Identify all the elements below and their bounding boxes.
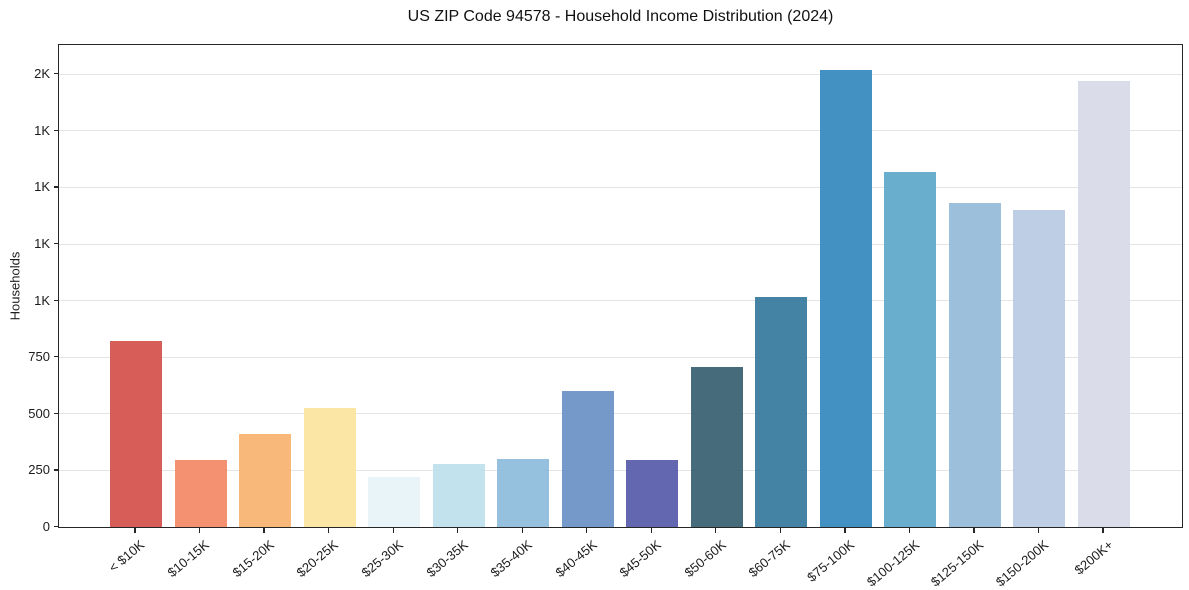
y-tick-mark: [54, 356, 58, 358]
bar: [948, 203, 1001, 527]
x-tick-label: $50-60K: [681, 537, 729, 581]
y-tick-label: 250: [28, 462, 50, 478]
x-tick-label: $200K+: [1071, 537, 1116, 578]
x-tick-mark: [973, 528, 975, 533]
x-tick-mark: [844, 528, 846, 533]
bar: [1078, 81, 1130, 527]
x-tick-mark: [134, 528, 136, 533]
x-tick-mark: [715, 528, 717, 533]
x-tick-mark: [908, 528, 911, 533]
y-tick-label: 1K: [34, 179, 50, 195]
x-tick-mark: [263, 528, 265, 533]
x-tick-label: $30-35K: [423, 537, 471, 581]
gridline: [59, 186, 1182, 188]
y-tick-mark: [54, 73, 58, 75]
bar: [432, 463, 485, 527]
bar: [1013, 210, 1066, 527]
gridline: [59, 73, 1182, 75]
y-tick-mark: [54, 299, 58, 301]
gridline: [59, 243, 1182, 245]
x-tick-mark: [586, 528, 588, 533]
x-tick-label: $125-150K: [928, 537, 987, 590]
bar: [626, 460, 679, 527]
bar: [755, 297, 808, 527]
x-tick-mark: [457, 528, 459, 533]
x-tick-mark: [650, 528, 652, 533]
plot-area: [58, 44, 1183, 528]
y-tick-label: 0: [42, 519, 50, 534]
x-tick-mark: [1037, 528, 1040, 533]
x-tick-mark: [198, 528, 201, 533]
chart-title: US ZIP Code 94578 - Household Income Dis…: [407, 8, 834, 25]
y-tick-label: 750: [28, 349, 50, 365]
x-tick-label: $20-25K: [293, 537, 342, 581]
y-tick-label: 1K: [34, 292, 50, 308]
x-tick-label: < $10K: [106, 537, 148, 576]
y-tick-label: 2K: [34, 66, 50, 82]
x-tick-label: $60-75K: [745, 537, 793, 581]
x-tick-mark: [392, 528, 394, 533]
x-tick-label: $25-30K: [358, 537, 406, 581]
bar: [561, 391, 614, 527]
y-tick-label: 1K: [34, 122, 50, 138]
gridline: [59, 356, 1182, 358]
bar: [239, 434, 292, 527]
bar: [110, 341, 162, 527]
y-tick-label: 500: [28, 405, 50, 421]
x-tick-mark: [779, 528, 782, 533]
x-tick-label: $45-50K: [616, 537, 664, 581]
x-tick-label: $150-200K: [992, 537, 1052, 590]
x-tick-label: $40-45K: [552, 537, 600, 581]
y-tick-mark: [54, 129, 58, 132]
y-tick-mark: [54, 469, 58, 471]
y-tick-mark: [54, 525, 58, 528]
x-axis-labels: < $10K $10-15K $15-20K $20-25K $25-30K $30-35…: [58, 537, 1183, 589]
x-tick-mark: [1102, 528, 1104, 533]
bar: [819, 69, 872, 527]
x-tick-mark: [521, 528, 523, 533]
x-tick-label: $100-125K: [863, 537, 923, 590]
bar: [368, 477, 421, 527]
x-axis: [58, 528, 1183, 534]
bar: [690, 367, 743, 527]
y-axis: 0 250 500 750 1K 1K 1K 1K 2K: [0, 44, 58, 533]
y-tick-mark: [54, 412, 58, 415]
y-tick-label: 1K: [34, 236, 50, 252]
x-tick-label: $75-100K: [804, 537, 858, 585]
gridline: [59, 130, 1182, 132]
x-tick-label: $10-15K: [164, 537, 213, 581]
bar: [497, 459, 550, 527]
bar: [174, 460, 227, 527]
x-tick-mark: [328, 528, 330, 533]
gridline: [59, 469, 1182, 471]
x-tick-label: $35-40K: [487, 537, 535, 581]
bar: [303, 408, 356, 527]
bar: [884, 171, 937, 527]
y-tick-mark: [54, 186, 58, 188]
gridline: [59, 413, 1182, 415]
y-tick-mark: [54, 242, 58, 245]
x-tick-label: $15-20K: [229, 537, 277, 581]
gridline: [59, 300, 1182, 302]
